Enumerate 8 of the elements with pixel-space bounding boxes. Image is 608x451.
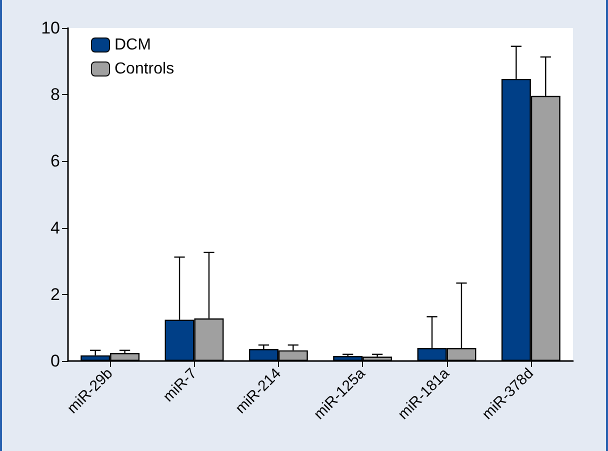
legend-label: Controls: [114, 60, 174, 78]
y-tick-label: 6: [50, 152, 60, 171]
y-tick-label: 10: [41, 18, 60, 38]
legend-label: DCM: [114, 36, 151, 54]
y-tick-label: 8: [50, 85, 60, 104]
y-tick-label: 2: [50, 284, 60, 304]
y-tick-label: 0: [50, 352, 60, 370]
y-tick-label: 4: [50, 218, 60, 238]
